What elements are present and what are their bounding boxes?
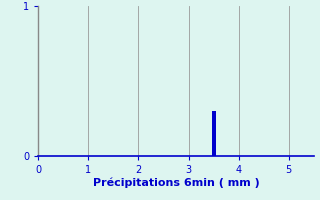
Bar <box>212 111 216 156</box>
X-axis label: Précipitations 6min ( mm ): Précipitations 6min ( mm ) <box>92 178 260 188</box>
